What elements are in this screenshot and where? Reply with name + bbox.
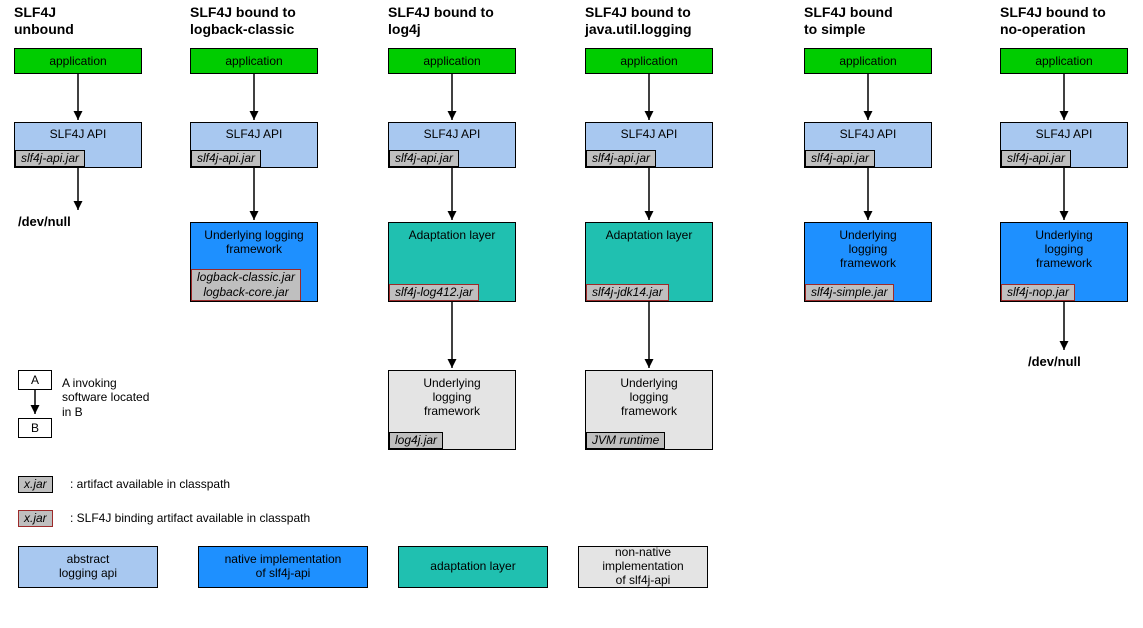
- legend-a-box: A: [18, 370, 52, 390]
- slf4j-api-jar: slf4j-api.jar: [1001, 150, 1071, 167]
- column-title: SLF4J boundto simple: [804, 4, 972, 38]
- slf4j-api-box: SLF4J API slf4j-api.jar: [804, 122, 932, 168]
- column-title: SLF4J bound tojava.util.logging: [585, 4, 753, 38]
- middle-layer-label: Underlyingloggingframework: [805, 223, 931, 270]
- legend-ab-text: A invokingsoftware locatedin B: [62, 376, 149, 419]
- application-box: application: [804, 48, 932, 74]
- middle-layer-box: Adaptation layerslf4j-jdk14.jar: [585, 222, 713, 302]
- legend-xjar-red: x.jar: [18, 510, 53, 527]
- slf4j-api-jar: slf4j-api.jar: [586, 150, 656, 167]
- legend-xjar-text: : artifact available in classpath: [70, 477, 230, 491]
- middle-layer-jar: logback-classic.jarlogback-core.jar: [191, 269, 301, 301]
- slf4j-api-box: SLF4J API slf4j-api.jar: [585, 122, 713, 168]
- application-label: application: [49, 54, 106, 68]
- column-title: SLF4J bound tolog4j: [388, 4, 556, 38]
- middle-layer-box: Underlyingloggingframework slf4j-nop.jar: [1000, 222, 1128, 302]
- slf4j-api-jar: slf4j-api.jar: [805, 150, 875, 167]
- legend-xjar-red-text: : SLF4J binding artifact available in cl…: [70, 511, 310, 525]
- slf4j-api-label: SLF4J API: [15, 123, 141, 141]
- slf4j-api-box: SLF4J API slf4j-api.jar: [1000, 122, 1128, 168]
- application-label: application: [1035, 54, 1092, 68]
- slf4j-api-label: SLF4J API: [1001, 123, 1127, 141]
- slf4j-api-box: SLF4J API slf4j-api.jar: [388, 122, 516, 168]
- application-box: application: [388, 48, 516, 74]
- application-label: application: [620, 54, 677, 68]
- dev-null-label: /dev/null: [1028, 354, 1081, 369]
- legend-b-box: B: [18, 418, 52, 438]
- underlying-framework-label: Underlyingloggingframework: [389, 371, 515, 418]
- legend-chip-adaptation: adaptation layer: [398, 546, 548, 588]
- middle-layer-jar: slf4j-log412.jar: [389, 284, 479, 301]
- application-box: application: [585, 48, 713, 74]
- legend-chip-native: native implementationof slf4j-api: [198, 546, 368, 588]
- legend-chip-nonnative: non-nativeimplementationof slf4j-api: [578, 546, 708, 588]
- dev-null-label: /dev/null: [18, 214, 71, 229]
- middle-layer-box: Underlying loggingframework logback-class…: [190, 222, 318, 302]
- legend-xjar-grey: x.jar: [18, 476, 53, 493]
- middle-layer-box: Underlyingloggingframework slf4j-simple.j…: [804, 222, 932, 302]
- application-label: application: [839, 54, 896, 68]
- underlying-framework-jar: log4j.jar: [389, 432, 443, 449]
- slf4j-api-jar: slf4j-api.jar: [389, 150, 459, 167]
- middle-layer-box: Adaptation layerslf4j-log412.jar: [388, 222, 516, 302]
- legend-chip-abstract: abstractlogging api: [18, 546, 158, 588]
- slf4j-api-box: SLF4J API slf4j-api.jar: [14, 122, 142, 168]
- column-title: SLF4J bound tologback-classic: [190, 4, 358, 38]
- slf4j-api-label: SLF4J API: [389, 123, 515, 141]
- slf4j-api-jar: slf4j-api.jar: [15, 150, 85, 167]
- application-box: application: [14, 48, 142, 74]
- column-title: SLF4J bound tono-operation: [1000, 4, 1143, 38]
- application-label: application: [225, 54, 282, 68]
- slf4j-api-box: SLF4J API slf4j-api.jar: [190, 122, 318, 168]
- application-box: application: [1000, 48, 1128, 74]
- underlying-framework-box: Underlyingloggingframework JVM runtime: [585, 370, 713, 450]
- application-label: application: [423, 54, 480, 68]
- underlying-framework-label: Underlyingloggingframework: [586, 371, 712, 418]
- application-box: application: [190, 48, 318, 74]
- underlying-framework-jar: JVM runtime: [586, 432, 665, 449]
- middle-layer-jar: slf4j-simple.jar: [805, 284, 894, 301]
- slf4j-api-label: SLF4J API: [586, 123, 712, 141]
- middle-layer-label: Underlying loggingframework: [191, 223, 317, 257]
- underlying-framework-box: Underlyingloggingframework log4j.jar: [388, 370, 516, 450]
- slf4j-api-label: SLF4J API: [805, 123, 931, 141]
- middle-layer-jar: slf4j-jdk14.jar: [586, 284, 669, 301]
- slf4j-api-jar: slf4j-api.jar: [191, 150, 261, 167]
- slf4j-api-label: SLF4J API: [191, 123, 317, 141]
- middle-layer-jar: slf4j-nop.jar: [1001, 284, 1075, 301]
- middle-layer-label: Underlyingloggingframework: [1001, 223, 1127, 270]
- column-title: SLF4Junbound: [14, 4, 182, 38]
